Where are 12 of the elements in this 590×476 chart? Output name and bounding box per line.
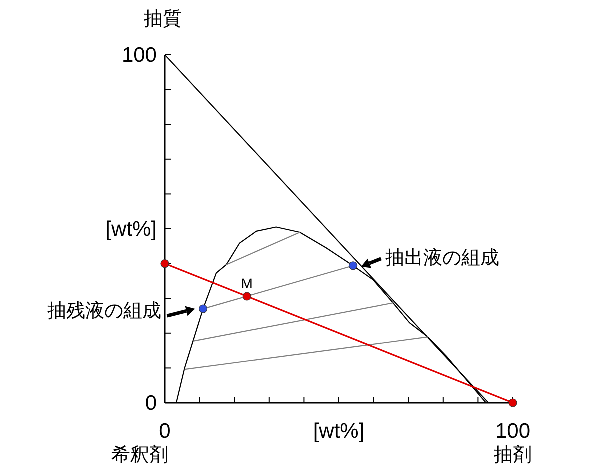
x-tick-label: 0 [159,420,171,443]
y-tick-label: [wt%] [106,218,157,241]
x-tick-label: [wt%] [313,420,365,443]
text: 抽質 [144,9,182,30]
y-tick-label: 100 [122,44,157,67]
y-tick-label: 0 [145,392,157,415]
annotation: M [241,276,253,292]
annotation: 抽残液の組成 [47,300,162,322]
annotation: 抽出液の組成 [385,246,500,269]
text: 希釈剤 [112,444,168,466]
x-tick-label: 100 [495,420,531,443]
text: 抽剤 [494,444,532,466]
